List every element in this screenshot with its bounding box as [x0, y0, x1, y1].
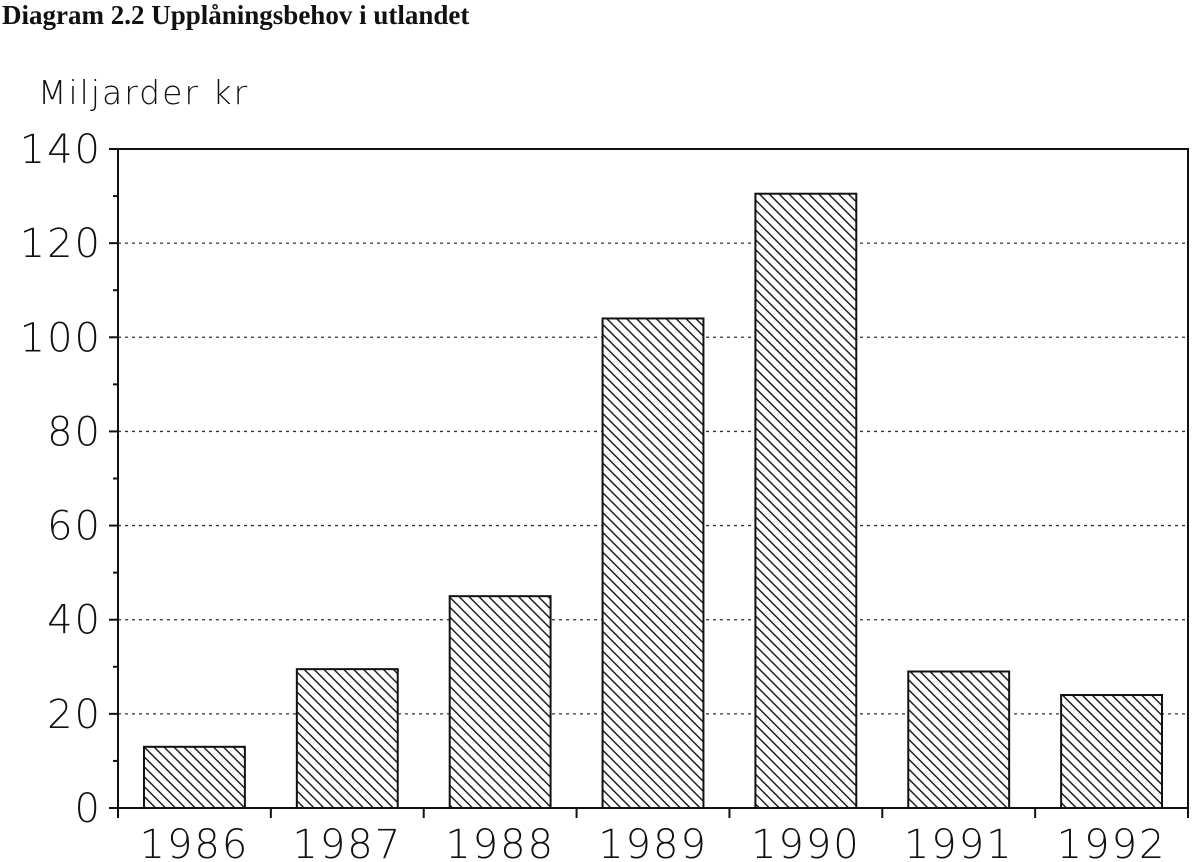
x-tick-label: 1991 [904, 822, 1014, 862]
bar-1989 [601, 317, 705, 809]
y-tick-label: 60 [47, 504, 102, 550]
y-tick-label: 140 [20, 127, 102, 173]
y-tick-label: 0 [75, 786, 102, 832]
y-tick-label: 100 [20, 315, 102, 361]
x-tick-label: 1992 [1057, 822, 1167, 862]
bar-1987 [295, 668, 399, 809]
bar-1988 [448, 595, 552, 810]
axes [109, 148, 1189, 818]
chart-title: Diagram 2.2 Upplåningsbehov i utlandet [2, 0, 470, 30]
x-tick-label: 1988 [445, 822, 555, 862]
x-tick-label: 1987 [292, 822, 402, 862]
bars [142, 192, 1164, 810]
y-tick-labels: 0 20 40 60 80 100 120 140 [20, 127, 102, 832]
y-axis-label: Miljarder kr [38, 73, 249, 112]
x-tick-label: 1989 [598, 822, 708, 862]
x-tick-labels: 1986 1987 1988 1989 1990 1991 1992 [140, 822, 1167, 862]
y-tick-label: 20 [47, 692, 102, 738]
bar-1990 [754, 192, 858, 810]
y-tick-label: 120 [20, 221, 102, 267]
y-tick-label: 80 [47, 409, 102, 455]
bar-1991 [907, 670, 1011, 809]
y-tick-label: 40 [47, 598, 102, 644]
x-tick-label: 1990 [751, 822, 861, 862]
bar-1992 [1060, 694, 1164, 809]
x-tick-label: 1986 [140, 822, 250, 862]
bar-1986 [142, 745, 246, 809]
